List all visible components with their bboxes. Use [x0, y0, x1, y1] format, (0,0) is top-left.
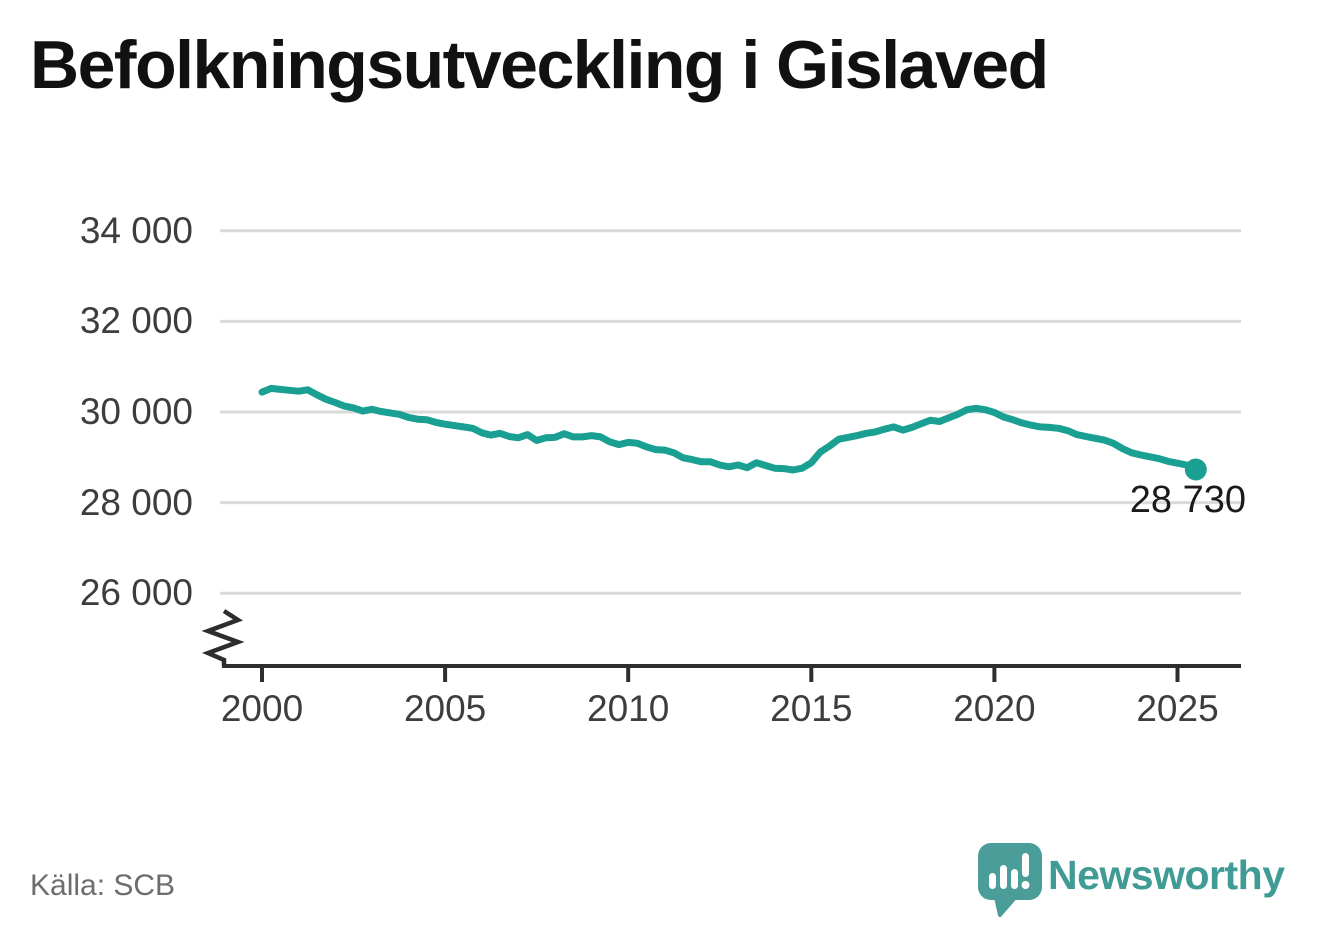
x-tick-label: 2010	[587, 688, 670, 729]
x-axis	[222, 664, 1241, 682]
x-tick-label: 2015	[770, 688, 853, 729]
y-tick-label: 28 000	[79, 481, 193, 523]
y-tick-label: 32 000	[79, 300, 193, 342]
x-tick-label: 2020	[953, 688, 1036, 729]
newsworthy-logo-icon	[978, 843, 1042, 917]
end-value-label: 28 730	[1129, 479, 1246, 521]
chart-title: Befolkningsutveckling i Gislaved	[30, 27, 1049, 103]
population-line	[258, 384, 1200, 474]
line-end-dot	[1184, 458, 1207, 481]
x-tick-label: 2005	[403, 688, 487, 729]
y-tick-label: 34 000	[79, 209, 193, 251]
y-tick-label: 30 000	[79, 391, 193, 432]
source-label: Källa: SCB	[30, 869, 176, 902]
x-tick-label: 2025	[1136, 688, 1219, 729]
x-tick-label: 2000	[220, 688, 304, 729]
newsworthy-branding: Newsworthy	[978, 843, 1294, 919]
y-tick-label: 26 000	[79, 572, 193, 614]
newsworthy-wordmark: Newsworthy	[1048, 852, 1285, 898]
axis-break-icon	[201, 609, 245, 666]
